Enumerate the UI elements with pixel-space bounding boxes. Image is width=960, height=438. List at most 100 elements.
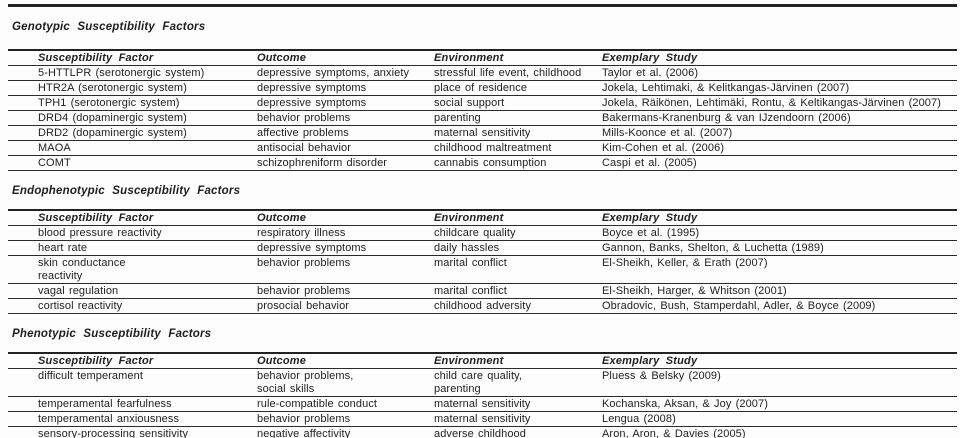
cell-factor: blood pressure reactivity (38, 227, 162, 239)
col-header-susceptibility-factor: Susceptibility Factor (38, 355, 154, 367)
cell-outcome: affective problems (257, 127, 349, 139)
cell-outcome: depressive symptoms (257, 97, 367, 109)
cell-environment: cannabis consumption (434, 157, 547, 169)
cell-study: Mills-Koonce et al. (2007) (602, 127, 733, 139)
cell-study: Kim-Cohen et al. (2006) (602, 142, 725, 154)
header-row: Susceptibility Factor Outcome Environmen… (8, 50, 957, 66)
table-row: HTR2A (serotonergic system) depressive s… (8, 81, 957, 96)
cell-outcome: rule-compatible conduct (257, 398, 378, 410)
cell-environment: social support (434, 97, 505, 109)
section-title-genotypic: Genotypic Susceptibility Factors (12, 21, 206, 33)
section-endophenotypic: Endophenotypic Susceptibility Factors Su… (0, 185, 960, 314)
col-header-outcome: Outcome (257, 52, 307, 64)
table-row: sensory-processing sensitivity negative … (8, 427, 957, 438)
cell-outcome: behavior problems (257, 413, 351, 425)
table-row: COMT schizophreniform disorder cannabis … (8, 156, 957, 171)
cell-factor: cortisol reactivity (38, 300, 123, 312)
cell-environment: maternal sensitivity (434, 127, 531, 139)
table-row: DRD2 (dopaminergic system) affective pro… (8, 126, 957, 141)
cell-factor: TPH1 (serotonergic system) (38, 97, 180, 109)
cell-study: Gannon, Banks, Shelton, & Luchetta (1989… (602, 242, 824, 254)
col-header-susceptibility-factor: Susceptibility Factor (38, 52, 154, 64)
col-header-environment: Environment (434, 52, 504, 64)
cell-outcome: depressive symptoms (257, 242, 367, 254)
cell-outcome: schizophreniform disorder (257, 157, 388, 169)
cell-environment: stressful life event, childhood (434, 67, 582, 79)
genotypic-table: Susceptibility Factor Outcome Environmen… (8, 49, 957, 171)
cell-factor: MAOA (38, 142, 71, 154)
col-header-environment: Environment (434, 212, 504, 224)
cell-outcome: antisocial behavior (257, 142, 352, 154)
cell-factor: heart rate (38, 242, 88, 254)
table-row: blood pressure reactivity respiratory il… (8, 226, 957, 241)
top-rule (8, 4, 957, 7)
cell-study: Pluess & Belsky (2009) (602, 370, 721, 382)
col-header-exemplary-study: Exemplary Study (602, 355, 698, 367)
col-header-outcome: Outcome (257, 212, 307, 224)
cell-study: El-Sheikh, Keller, & Erath (2007) (602, 257, 768, 269)
cell-study: El-Sheikh, Harger, & Whitson (2001) (602, 285, 787, 297)
cell-environment: parenting (434, 112, 481, 124)
table-row: vagal regulation behavior problems marit… (8, 284, 957, 299)
table-row: 5-HTTLPR (serotonergic system) depressiv… (8, 66, 957, 81)
cell-study: Lengua (2008) (602, 413, 676, 425)
cell-environment: childhood maltreatment (434, 142, 552, 154)
table-row: cortisol reactivity prosocial behavior c… (8, 299, 957, 314)
cell-environment: marital conflict (434, 285, 507, 297)
cell-environment: childcare quality (434, 227, 516, 239)
cell-factor: temperamental anxiousness (38, 413, 180, 425)
cell-study: Jokela, Lehtimaki, & Kelitkangas-Järvine… (602, 82, 850, 94)
cell-factor: COMT (38, 157, 71, 169)
col-header-environment: Environment (434, 355, 504, 367)
cell-study: Taylor et al. (2006) (602, 67, 699, 79)
cell-study: Aron, Aron, & Davies (2005) (602, 428, 746, 438)
cell-outcome: behavior problems (257, 257, 351, 269)
cell-study: Boyce et al. (1995) (602, 227, 700, 239)
cell-study: Kochanska, Aksan, & Joy (2007) (602, 398, 768, 410)
table-row: temperamental fearfulness rule-compatibl… (8, 397, 957, 412)
cell-outcome: depressive symptoms (257, 82, 367, 94)
cell-outcome: behavior problems, social skills (257, 370, 354, 395)
cell-study: Obradovic, Bush, Stamperdahl, Adler, & B… (602, 300, 876, 312)
cell-study: Caspi et al. (2005) (602, 157, 697, 169)
section-title-phenotypic: Phenotypic Susceptibility Factors (12, 328, 212, 340)
cell-outcome: negative affectivity (257, 428, 351, 438)
table-row: MAOA antisocial behavior childhood maltr… (8, 141, 957, 156)
col-header-exemplary-study: Exemplary Study (602, 52, 698, 64)
table-row: TPH1 (serotonergic system) depressive sy… (8, 96, 957, 111)
cell-environment: marital conflict (434, 257, 507, 269)
table-row: heart rate depressive symptoms daily has… (8, 241, 957, 256)
cell-factor: HTR2A (serotonergic system) (38, 82, 187, 94)
section-phenotypic: Phenotypic Susceptibility Factors Suscep… (0, 328, 960, 438)
col-header-outcome: Outcome (257, 355, 307, 367)
cell-outcome: respiratory illness (257, 227, 346, 239)
col-header-exemplary-study: Exemplary Study (602, 212, 698, 224)
cell-outcome: behavior problems (257, 285, 351, 297)
cell-environment: maternal sensitivity (434, 413, 531, 425)
phenotypic-table: Susceptibility Factor Outcome Environmen… (8, 352, 957, 438)
table-row: skin conductance reactivity behavior pro… (8, 256, 957, 284)
cell-factor: DRD4 (dopaminergic system) (38, 112, 187, 124)
section-genotypic: Genotypic Susceptibility Factors Suscept… (0, 21, 960, 171)
cell-study: Jokela, Räikönen, Lehtimäki, Rontu, & Ke… (602, 97, 942, 109)
cell-outcome: behavior problems (257, 112, 351, 124)
cell-factor: 5-HTTLPR (serotonergic system) (38, 67, 205, 79)
cell-outcome: depressive symptoms, anxiety (257, 67, 410, 79)
cell-factor: difficult temperament (38, 370, 144, 382)
cell-factor: skin conductance reactivity (38, 257, 126, 282)
cell-factor: temperamental fearfulness (38, 398, 172, 410)
section-title-endophenotypic: Endophenotypic Susceptibility Factors (12, 185, 241, 197)
header-row: Susceptibility Factor Outcome Environmen… (8, 210, 957, 226)
cell-environment: daily hassles (434, 242, 500, 254)
cell-study: Bakermans-Kranenburg & van IJzendoorn (2… (602, 112, 851, 124)
table-row: DRD4 (dopaminergic system) behavior prob… (8, 111, 957, 126)
cell-environment: maternal sensitivity (434, 398, 531, 410)
table-row: temperamental anxiousness behavior probl… (8, 412, 957, 427)
cell-factor: sensory-processing sensitivity (38, 428, 189, 438)
cell-outcome: prosocial behavior (257, 300, 350, 312)
col-header-susceptibility-factor: Susceptibility Factor (38, 212, 154, 224)
cell-environment: childhood adversity (434, 300, 532, 312)
cell-factor: DRD2 (dopaminergic system) (38, 127, 187, 139)
cell-environment: place of residence (434, 82, 528, 94)
